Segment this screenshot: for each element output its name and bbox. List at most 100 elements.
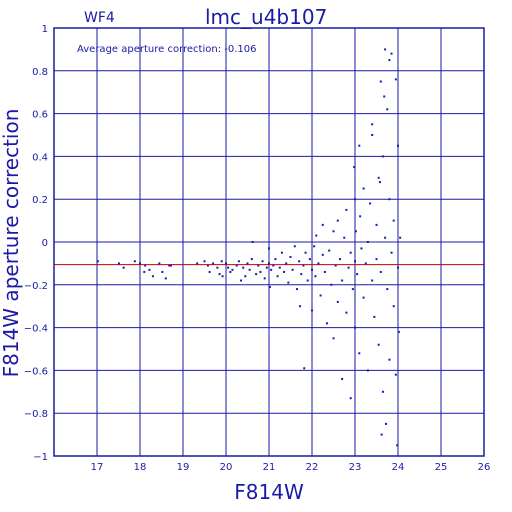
y-tick-label: −1 — [33, 452, 48, 463]
data-point — [332, 230, 335, 233]
data-point — [388, 59, 391, 62]
data-point — [392, 219, 395, 222]
data-point — [268, 247, 270, 250]
data-point — [315, 234, 318, 237]
data-point — [285, 262, 288, 265]
data-point — [383, 95, 386, 98]
data-point — [381, 155, 384, 158]
data-point — [347, 266, 350, 269]
data-point — [364, 262, 367, 265]
data-point — [397, 266, 399, 269]
data-point — [272, 264, 275, 267]
data-point — [287, 281, 290, 284]
y-tick-label: 0 — [42, 238, 48, 249]
data-point — [375, 258, 378, 261]
data-point — [354, 326, 356, 329]
data-point — [330, 283, 333, 286]
data-point — [240, 279, 243, 282]
data-point — [356, 273, 359, 276]
y-tick-label: 0.6 — [32, 110, 48, 121]
data-point — [303, 367, 306, 370]
data-point — [268, 285, 271, 288]
x-tick-label: 18 — [134, 462, 147, 473]
data-point — [229, 270, 232, 273]
x-tick-label: 24 — [392, 462, 405, 473]
data-point — [304, 251, 307, 254]
data-point — [343, 236, 346, 239]
data-point — [221, 275, 224, 278]
data-point — [139, 262, 141, 265]
data-point — [375, 223, 378, 226]
data-point — [359, 215, 362, 218]
data-point — [295, 288, 298, 291]
data-point — [323, 270, 326, 273]
data-point — [390, 251, 393, 254]
data-point — [283, 270, 286, 273]
x-tick-label: 26 — [478, 462, 491, 473]
data-point — [244, 275, 247, 278]
panel-label: WF4 — [84, 10, 115, 26]
data-point — [237, 260, 240, 263]
data-point — [397, 144, 399, 147]
data-point — [251, 241, 254, 243]
data-point — [298, 260, 301, 263]
x-tick-label: 17 — [91, 462, 104, 473]
data-point — [332, 337, 335, 340]
data-point — [248, 268, 251, 271]
data-point — [306, 279, 309, 282]
data-point — [261, 260, 264, 263]
data-point — [371, 279, 374, 282]
data-point — [298, 305, 301, 308]
data-point — [263, 277, 266, 280]
data-point — [321, 253, 324, 256]
grid-layer — [54, 28, 484, 456]
x-tick-label: 22 — [306, 462, 319, 473]
data-point — [196, 262, 199, 265]
data-point — [274, 258, 277, 261]
data-point — [341, 279, 344, 282]
data-point — [345, 311, 348, 314]
data-point — [354, 260, 356, 263]
y-axis-title: F814W aperture correction — [0, 109, 23, 378]
data-point — [220, 260, 223, 263]
data-point — [278, 266, 281, 269]
data-point — [216, 266, 219, 269]
data-point — [259, 270, 262, 273]
data-point — [358, 352, 361, 355]
data-point — [341, 377, 344, 380]
data-point — [358, 144, 361, 147]
data-point — [300, 273, 303, 276]
x-tick-label: 23 — [349, 462, 362, 473]
data-point — [242, 266, 245, 269]
average-correction-annotation: Average aperture correction: -0.106 — [77, 44, 257, 55]
data-point — [227, 266, 230, 269]
data-point — [351, 288, 354, 291]
data-point — [291, 268, 294, 271]
data-point — [212, 262, 215, 265]
data-point — [246, 262, 249, 265]
data-point — [392, 305, 395, 308]
data-point — [265, 266, 268, 269]
data-point — [377, 176, 380, 179]
data-point — [349, 251, 352, 254]
y-tick-labels: 1 0.8 0.6 0.4 0.2 0 −0.2 −0.4 −0.6 −0.8 −1 — [24, 24, 48, 463]
data-point — [313, 245, 316, 248]
x-tick-label: 20 — [220, 462, 233, 473]
data-point — [354, 230, 357, 233]
data-point — [366, 369, 369, 372]
data-point — [158, 262, 161, 265]
data-point — [117, 262, 120, 265]
data-point — [378, 181, 381, 184]
x-axis-title: F814W — [234, 480, 304, 504]
data-point — [380, 433, 383, 436]
data-point — [349, 397, 352, 400]
data-point — [168, 264, 171, 267]
data-point — [203, 260, 206, 263]
data-point — [338, 258, 341, 261]
data-point — [384, 236, 387, 239]
data-point — [148, 268, 151, 271]
y-tick-label: 0.2 — [32, 195, 48, 206]
data-point — [319, 294, 322, 297]
data-point — [311, 309, 313, 312]
data-point — [231, 268, 234, 271]
